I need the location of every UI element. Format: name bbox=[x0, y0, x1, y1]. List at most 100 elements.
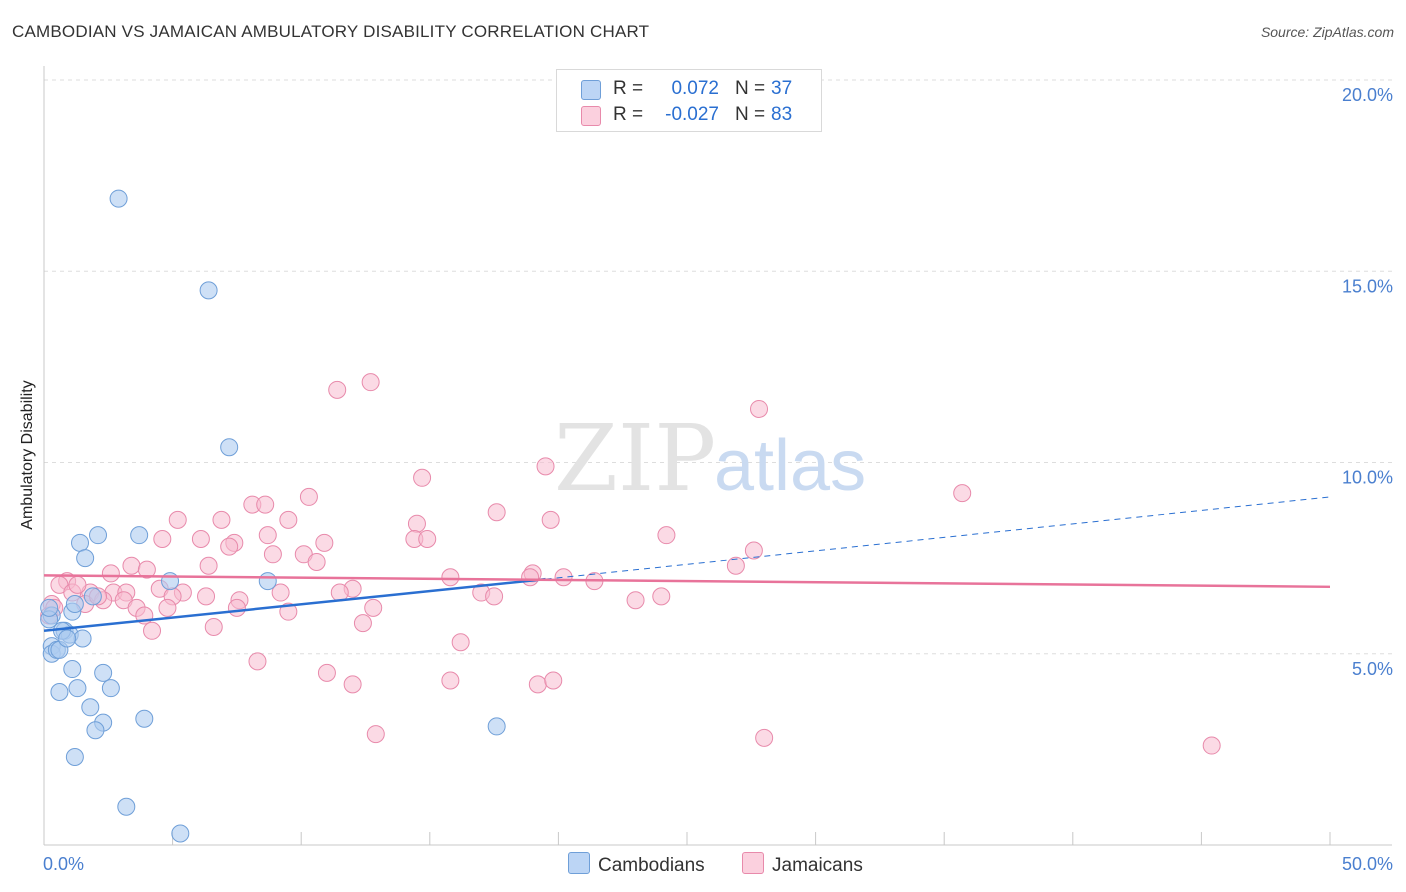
tick-labels: 5.0% 10.0% 15.0% 20.0% 0.0% 50.0% bbox=[43, 85, 1393, 874]
jamaican-point bbox=[197, 587, 216, 606]
jamaican-point bbox=[256, 495, 275, 514]
x-tick-label: 50.0% bbox=[1342, 854, 1393, 874]
cambodian-point bbox=[258, 572, 277, 591]
cambodian-point bbox=[65, 748, 84, 767]
jamaican-point bbox=[361, 373, 380, 392]
y-tick-label: 20.0% bbox=[1342, 85, 1393, 105]
jamaican-point bbox=[199, 556, 218, 575]
jamaican-point bbox=[122, 556, 141, 575]
cambodian-point bbox=[73, 629, 92, 648]
jamaican-point bbox=[263, 545, 282, 564]
bottom-legend-cambodians: Cambodians bbox=[568, 852, 705, 877]
watermark: ZIP atlas bbox=[554, 405, 866, 512]
cambodian-point bbox=[199, 281, 218, 300]
legend-swatch-pink bbox=[581, 106, 601, 126]
jamaican-point bbox=[755, 728, 774, 747]
jamaican-point bbox=[158, 598, 177, 617]
legend-n-label: N = bbox=[735, 104, 766, 125]
x-tick-label: 0.0% bbox=[43, 854, 84, 874]
cambodian-point bbox=[50, 683, 69, 701]
cambodian-point bbox=[63, 660, 82, 679]
jamaican-point bbox=[521, 568, 540, 587]
cambodian-point bbox=[40, 598, 59, 617]
y-tick-label: 10.0% bbox=[1342, 468, 1393, 488]
jamaican-point bbox=[441, 568, 460, 587]
jamaican-point bbox=[366, 725, 385, 744]
chart-title: CAMBODIAN VS JAMAICAN AMBULATORY DISABIL… bbox=[12, 22, 650, 41]
cambodian-point bbox=[83, 587, 102, 606]
cambodian-point bbox=[109, 189, 128, 208]
jamaican-point bbox=[279, 510, 298, 529]
legend-n-value: 37 bbox=[771, 78, 793, 99]
jamaican-point bbox=[204, 617, 223, 636]
cambodian-point bbox=[81, 698, 100, 717]
jamaican-point bbox=[451, 633, 470, 652]
cambodian-point bbox=[220, 438, 239, 457]
jamaican-point bbox=[143, 621, 162, 640]
jamaican-point bbox=[248, 652, 267, 671]
jamaican-point bbox=[68, 575, 87, 594]
cambodian-point bbox=[65, 595, 84, 614]
jamaican-point bbox=[315, 533, 334, 552]
jamaican-point bbox=[626, 591, 645, 610]
cambodian-point bbox=[171, 824, 190, 843]
bottom-legend-label: Jamaicans bbox=[772, 855, 863, 876]
jamaican-point bbox=[418, 530, 437, 548]
legend-r-value: 0.072 bbox=[671, 78, 719, 99]
axes bbox=[43, 66, 1392, 846]
jamaican-point bbox=[364, 598, 383, 617]
legend-r-value: -0.027 bbox=[665, 104, 719, 125]
cambodian-point bbox=[58, 629, 77, 648]
jamaican-point bbox=[212, 510, 231, 529]
cambodian-point bbox=[117, 797, 136, 816]
y-axis-label: Ambulatory Disability bbox=[19, 380, 36, 530]
jamaican-point bbox=[343, 675, 362, 694]
jamaican-point bbox=[657, 526, 676, 545]
jamaican-point bbox=[485, 587, 504, 606]
jamaican-point bbox=[528, 675, 547, 694]
jamaican-point bbox=[487, 503, 506, 522]
legend-n-value: 83 bbox=[771, 104, 793, 125]
jamaican-point bbox=[328, 380, 347, 399]
jamaican-point bbox=[750, 399, 769, 418]
jamaican-point bbox=[652, 587, 671, 606]
jamaicans-trend-line bbox=[43, 574, 1331, 589]
legend-r-label: R = bbox=[613, 78, 644, 99]
cambodian-point bbox=[89, 526, 108, 545]
source-label: Source: ZipAtlas.com bbox=[1260, 24, 1394, 40]
cambodians-trend-line bbox=[43, 577, 546, 633]
bottom-legend-swatch-blue bbox=[568, 852, 590, 874]
y-tick-label: 5.0% bbox=[1352, 659, 1393, 679]
watermark-zip: ZIP bbox=[554, 405, 716, 512]
grid-lines bbox=[44, 79, 1392, 655]
jamaican-point bbox=[953, 484, 972, 503]
bottom-legend-swatch-pink bbox=[742, 852, 764, 874]
jamaican-point bbox=[541, 510, 560, 529]
jamaican-point bbox=[544, 671, 563, 690]
jamaican-point bbox=[441, 671, 460, 690]
cambodian-point bbox=[487, 717, 506, 736]
jamaican-point bbox=[137, 560, 156, 579]
jamaican-point bbox=[101, 564, 120, 583]
cambodian-point bbox=[101, 679, 120, 698]
bottom-legend-label: Cambodians bbox=[598, 855, 705, 876]
jamaican-point bbox=[554, 568, 573, 587]
cambodian-point bbox=[135, 709, 154, 728]
cambodian-point bbox=[94, 663, 113, 682]
jamaican-point bbox=[271, 583, 290, 602]
jamaican-point bbox=[191, 530, 210, 548]
watermark-atlas: atlas bbox=[714, 426, 866, 506]
jamaican-point bbox=[279, 602, 298, 621]
bottom-legend-jamaicans: Jamaicans bbox=[742, 852, 863, 877]
trend-lines bbox=[43, 496, 1331, 633]
legend-swatch-blue bbox=[581, 80, 601, 100]
jamaican-point bbox=[744, 541, 763, 560]
jamaican-point bbox=[227, 598, 246, 617]
cambodian-point bbox=[71, 533, 90, 552]
jamaican-point bbox=[299, 487, 318, 506]
y-tick-label: 15.0% bbox=[1342, 276, 1393, 296]
jamaican-point bbox=[353, 614, 372, 633]
jamaican-point bbox=[317, 663, 336, 682]
jamaican-point bbox=[307, 552, 326, 571]
